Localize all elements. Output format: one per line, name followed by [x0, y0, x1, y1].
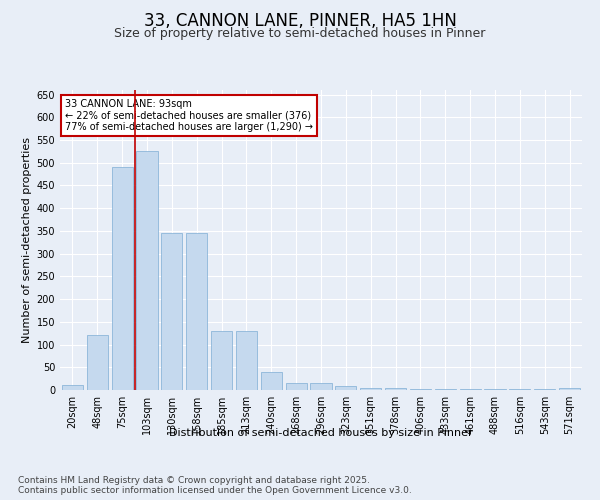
Bar [484, 389, 506, 390]
Bar [211, 331, 232, 390]
Bar [310, 383, 332, 390]
Bar [136, 152, 158, 390]
Bar [410, 389, 431, 390]
Bar [261, 372, 282, 390]
Bar [286, 383, 307, 390]
Bar [360, 388, 381, 390]
Bar [112, 168, 133, 390]
Bar [186, 233, 207, 390]
Text: 33, CANNON LANE, PINNER, HA5 1HN: 33, CANNON LANE, PINNER, HA5 1HN [143, 12, 457, 30]
Bar [236, 331, 257, 390]
Text: 33 CANNON LANE: 93sqm
← 22% of semi-detached houses are smaller (376)
77% of sem: 33 CANNON LANE: 93sqm ← 22% of semi-deta… [65, 99, 313, 132]
Text: Contains HM Land Registry data © Crown copyright and database right 2025.
Contai: Contains HM Land Registry data © Crown c… [18, 476, 412, 495]
Bar [161, 233, 182, 390]
Bar [385, 388, 406, 390]
Bar [335, 386, 356, 390]
Bar [534, 389, 555, 390]
Bar [87, 336, 108, 390]
Bar [460, 389, 481, 390]
Text: Size of property relative to semi-detached houses in Pinner: Size of property relative to semi-detach… [115, 28, 485, 40]
Bar [62, 386, 83, 390]
Bar [559, 388, 580, 390]
Text: Distribution of semi-detached houses by size in Pinner: Distribution of semi-detached houses by … [169, 428, 473, 438]
Bar [435, 389, 456, 390]
Bar [509, 389, 530, 390]
Y-axis label: Number of semi-detached properties: Number of semi-detached properties [22, 137, 32, 343]
